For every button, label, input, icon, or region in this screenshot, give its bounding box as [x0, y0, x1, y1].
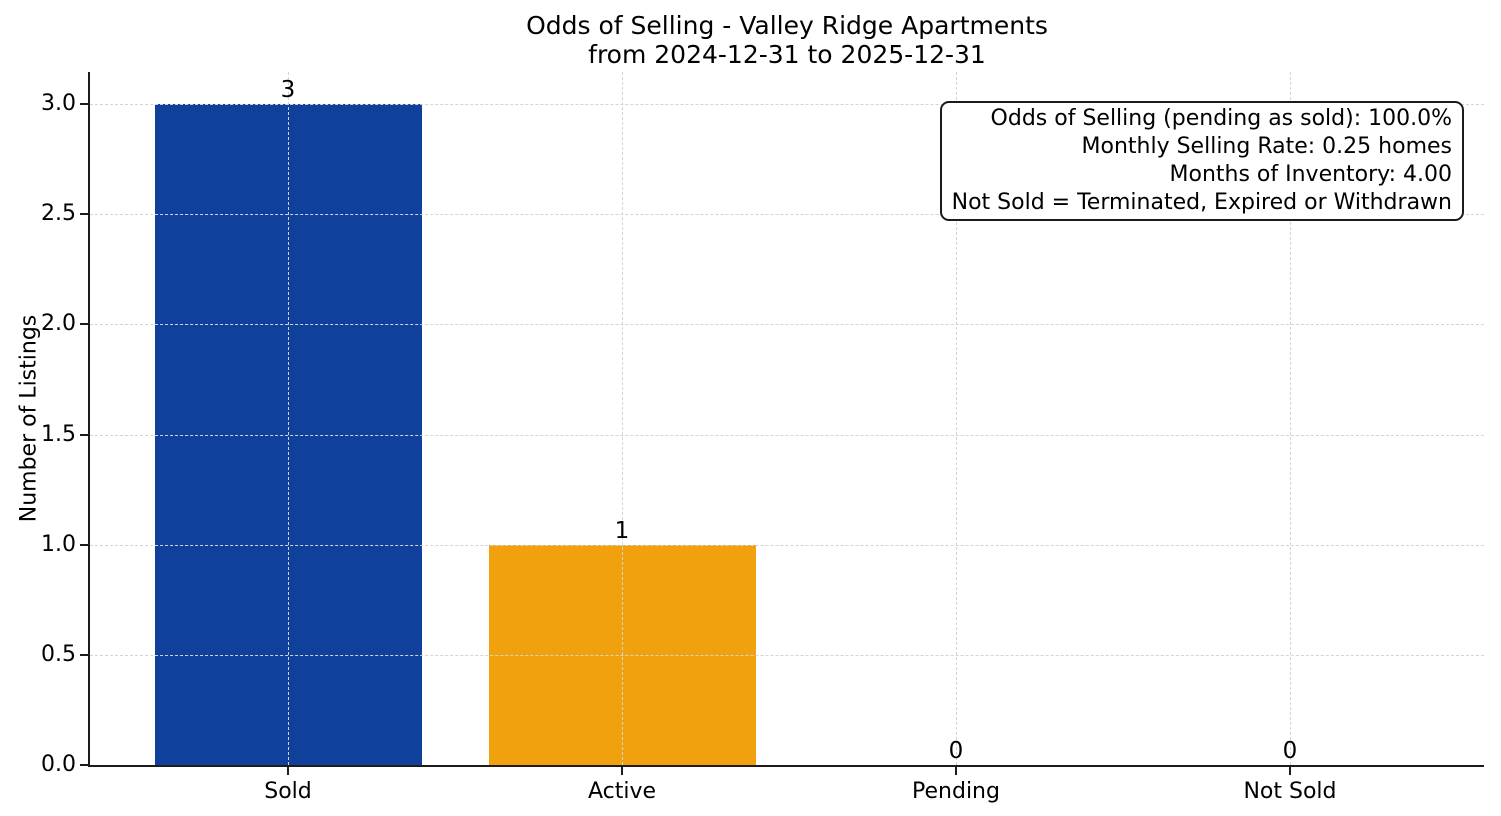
- annotation-line-not-sold-note: Not Sold = Terminated, Expired or Withdr…: [951, 190, 1452, 215]
- x-tick-label-sold: Sold: [264, 779, 312, 804]
- y-tick-label: 0.0: [41, 752, 76, 777]
- x-tick-label-not-sold: Not Sold: [1243, 779, 1337, 804]
- x-tick-sold: [287, 767, 289, 775]
- x-tick-pending: [955, 767, 957, 775]
- y-tick: [80, 764, 88, 766]
- y-tick-label: 2.5: [41, 201, 76, 226]
- chart-title: Odds of Selling - Valley Ridge Apartment…: [90, 11, 1484, 69]
- y-tick-label: 2.0: [41, 311, 76, 336]
- y-tick: [80, 434, 88, 436]
- y-tick: [80, 213, 88, 215]
- annotation-box: Odds of Selling (pending as sold): 100.0…: [939, 101, 1464, 221]
- gridline-horizontal: [90, 435, 1484, 436]
- chart-title-line1: Odds of Selling - Valley Ridge Apartment…: [526, 11, 1048, 40]
- bar-value-label-active: 1: [614, 518, 630, 544]
- y-tick: [80, 323, 88, 325]
- annotation-line-odds: Odds of Selling (pending as sold): 100.0…: [990, 106, 1452, 131]
- gridline-horizontal: [90, 545, 1484, 546]
- gridline-vertical: [288, 72, 289, 765]
- bar-value-label-not-sold: 0: [1282, 738, 1298, 764]
- y-axis-spine: [88, 72, 90, 767]
- gridline-horizontal: [90, 324, 1484, 325]
- chart-title-line2: from 2024-12-31 to 2025-12-31: [588, 40, 986, 69]
- x-tick-not-sold: [1289, 767, 1291, 775]
- annotation-line-monthly-rate: Monthly Selling Rate: 0.25 homes: [1081, 134, 1452, 159]
- gridline-horizontal: [90, 655, 1484, 656]
- annotation-line-months-inventory: Months of Inventory: 4.00: [1169, 162, 1452, 187]
- gridline-horizontal: [90, 104, 1484, 105]
- gridline-horizontal: [90, 214, 1484, 215]
- y-tick-label: 0.5: [41, 642, 76, 667]
- gridline-vertical: [1290, 72, 1291, 765]
- y-tick: [80, 544, 88, 546]
- y-tick: [80, 103, 88, 105]
- bar-value-label-pending: 0: [948, 738, 964, 764]
- bar-value-label-sold: 3: [280, 77, 296, 103]
- gridline-vertical: [956, 72, 957, 765]
- x-tick-label-active: Active: [587, 779, 657, 804]
- y-tick-label: 1.5: [41, 422, 76, 447]
- y-tick-label: 1.0: [41, 532, 76, 557]
- gridline-vertical: [622, 72, 623, 765]
- x-tick-label-pending: Pending: [912, 779, 1000, 804]
- y-tick: [80, 654, 88, 656]
- y-tick-label: 3.0: [41, 91, 76, 116]
- x-tick-active: [621, 767, 623, 775]
- y-axis-label-text: Number of Listings: [16, 314, 42, 523]
- x-axis-spine: [88, 765, 1484, 767]
